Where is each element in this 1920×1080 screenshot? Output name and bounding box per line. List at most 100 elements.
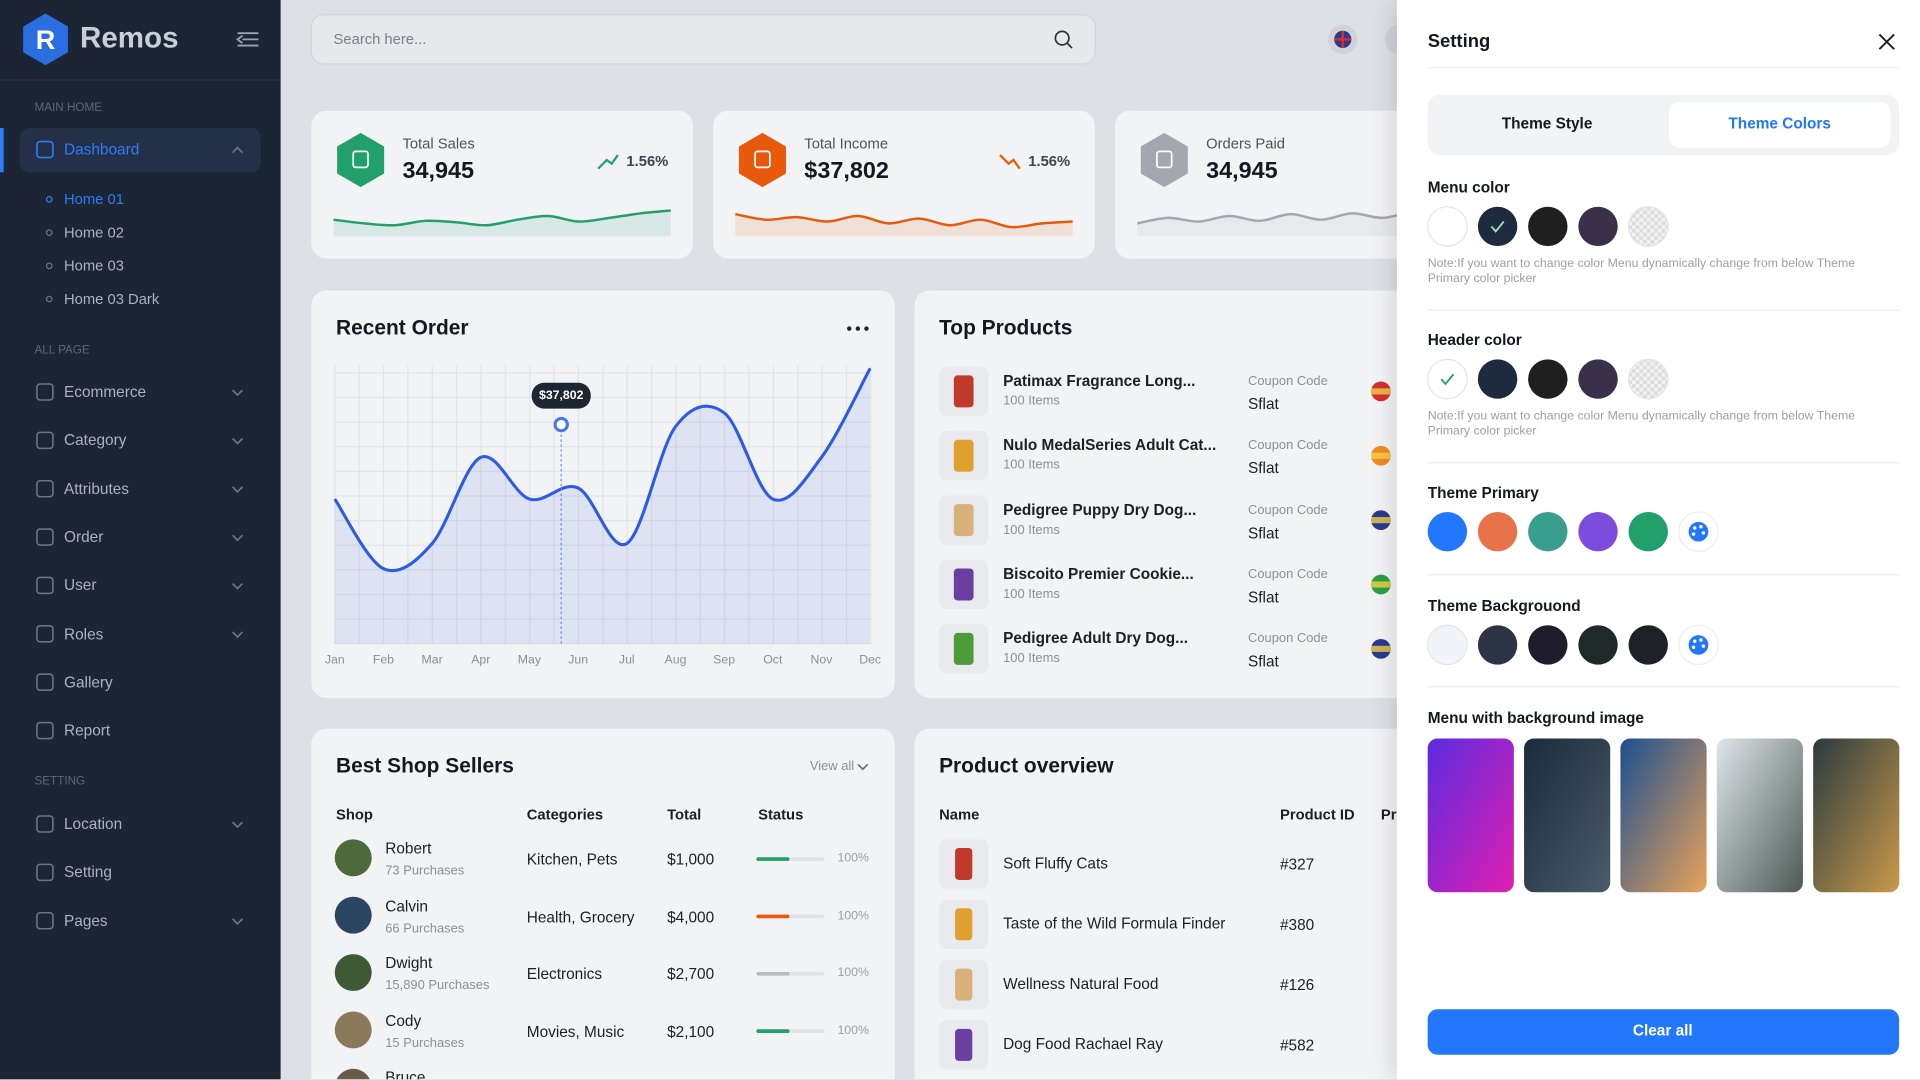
sparkline bbox=[735, 212, 1073, 229]
clear-button[interactable] bbox=[1427, 1009, 1900, 1055]
coupon-label: Coupon Code bbox=[1247, 566, 1328, 582]
product-image bbox=[955, 847, 973, 880]
close-icon[interactable] bbox=[1878, 33, 1895, 50]
clear-button-label[interactable]: Clear all bbox=[1632, 1022, 1693, 1040]
menu-item[interactable]: Dashboard bbox=[63, 140, 140, 159]
color-swatch[interactable] bbox=[1528, 206, 1568, 247]
color-swatch[interactable] bbox=[1528, 625, 1568, 665]
group-label: Menu with background image bbox=[1427, 709, 1644, 727]
stat-change: 1.56% bbox=[1028, 152, 1071, 170]
country-flag bbox=[1371, 517, 1391, 524]
seller-total: $2,100 bbox=[667, 1023, 715, 1041]
product-image bbox=[955, 1028, 973, 1061]
seller-purchases: 73 Purchases bbox=[385, 863, 465, 879]
background-image-option[interactable] bbox=[1524, 738, 1611, 893]
product-image bbox=[953, 375, 974, 408]
color-picker-icon bbox=[1691, 645, 1696, 650]
view-all[interactable]: View all bbox=[809, 759, 855, 774]
submenu-item[interactable]: Home 03 bbox=[63, 256, 124, 275]
color-swatch[interactable] bbox=[1628, 625, 1668, 665]
avatar bbox=[334, 839, 372, 877]
background-image-option[interactable] bbox=[1813, 738, 1900, 893]
menu-item[interactable]: Gallery bbox=[63, 673, 113, 691]
color-swatch[interactable] bbox=[1427, 624, 1468, 666]
seller-category: Kitchen, Pets bbox=[526, 851, 618, 869]
seller-total: $1,000 bbox=[667, 851, 715, 869]
collapse-icon[interactable] bbox=[235, 32, 259, 47]
color-swatch[interactable] bbox=[1578, 511, 1618, 552]
search-box[interactable] bbox=[310, 14, 1096, 65]
product-name: Dog Food Rachael Ray bbox=[1003, 1035, 1163, 1053]
more-icon[interactable] bbox=[847, 326, 852, 331]
submenu-dot bbox=[45, 229, 53, 236]
menu-item[interactable]: Setting bbox=[63, 863, 112, 881]
country-flag bbox=[1371, 645, 1391, 652]
background-image-option[interactable] bbox=[1427, 738, 1514, 893]
menu-item[interactable]: Category bbox=[63, 431, 127, 449]
submenu-item[interactable]: Home 03 Dark bbox=[63, 290, 160, 308]
x-tick-label: Apr bbox=[471, 653, 491, 668]
menu-item[interactable]: Pages bbox=[63, 912, 108, 930]
menu-item[interactable]: Attributes bbox=[63, 480, 129, 498]
product-id: #380 bbox=[1279, 916, 1315, 934]
tab[interactable]: Theme Style bbox=[1501, 115, 1593, 133]
stat-icon-glyph bbox=[352, 150, 369, 169]
color-swatch[interactable] bbox=[1627, 206, 1669, 247]
card-title: Top Products bbox=[939, 316, 1073, 340]
color-swatch[interactable] bbox=[1427, 358, 1468, 400]
seller-status: 100% bbox=[837, 851, 869, 866]
menu-item[interactable]: Report bbox=[63, 721, 111, 740]
chevron bbox=[232, 631, 244, 639]
menu-item[interactable]: User bbox=[63, 576, 97, 595]
product-id: #582 bbox=[1279, 1036, 1315, 1055]
color-swatch[interactable] bbox=[1477, 206, 1518, 247]
background-image-option[interactable] bbox=[1620, 738, 1707, 893]
color-swatch[interactable] bbox=[1427, 206, 1468, 247]
search-icon bbox=[1054, 30, 1070, 46]
x-tick-label: Jan bbox=[324, 653, 345, 668]
product-image bbox=[955, 908, 973, 941]
card-title: Product overview bbox=[939, 754, 1114, 778]
menu-item[interactable]: Roles bbox=[63, 625, 104, 643]
menu-item[interactable]: Location bbox=[63, 815, 123, 833]
color-swatch[interactable] bbox=[1578, 625, 1618, 665]
stat-icon bbox=[337, 132, 385, 188]
color-swatch[interactable] bbox=[1528, 359, 1568, 399]
product-name: Pedigree Puppy Dry Dog... bbox=[1003, 501, 1197, 519]
active-tab[interactable] bbox=[1668, 102, 1891, 148]
product-image bbox=[955, 968, 973, 1001]
country-flag bbox=[1371, 581, 1391, 588]
product-count: 100 Items bbox=[1003, 522, 1060, 537]
coupon-label: Coupon Code bbox=[1247, 438, 1328, 453]
seller-name: Bruce bbox=[385, 1069, 426, 1080]
menu-icon bbox=[36, 625, 54, 643]
seller-total: $2,700 bbox=[667, 965, 715, 983]
menu-item[interactable]: Order bbox=[63, 528, 104, 546]
color-swatch[interactable] bbox=[1627, 358, 1669, 400]
submenu-item[interactable]: Home 01 bbox=[63, 190, 124, 208]
color-swatch[interactable] bbox=[1528, 511, 1568, 552]
background-image-option[interactable] bbox=[1716, 738, 1803, 893]
more-icon[interactable] bbox=[864, 326, 869, 331]
menu-item[interactable]: Ecommerce bbox=[63, 383, 147, 401]
color-swatch[interactable] bbox=[1477, 359, 1518, 399]
tab[interactable]: Theme Colors bbox=[1728, 115, 1831, 133]
x-tick-label: Sep bbox=[713, 653, 736, 668]
color-swatch[interactable] bbox=[1578, 359, 1618, 399]
seller-status: 100% bbox=[837, 966, 869, 980]
color-swatch[interactable] bbox=[1628, 511, 1668, 552]
submenu-item[interactable]: Home 02 bbox=[63, 223, 124, 241]
product-id: #327 bbox=[1279, 855, 1315, 874]
color-swatch[interactable] bbox=[1477, 625, 1518, 665]
stat-change: 1.56% bbox=[626, 152, 669, 170]
menu-icon bbox=[36, 911, 54, 930]
stat-value: $37,802 bbox=[804, 158, 889, 185]
sparkline bbox=[333, 209, 671, 227]
color-swatch[interactable] bbox=[1477, 511, 1518, 552]
x-tick-label: Oct bbox=[763, 653, 783, 668]
color-swatch[interactable] bbox=[1427, 511, 1468, 552]
color-swatch[interactable] bbox=[1578, 206, 1618, 247]
x-tick-label: Mar bbox=[421, 653, 443, 668]
seller-purchases: 66 Purchases bbox=[385, 920, 465, 936]
more-icon[interactable] bbox=[855, 326, 861, 331]
